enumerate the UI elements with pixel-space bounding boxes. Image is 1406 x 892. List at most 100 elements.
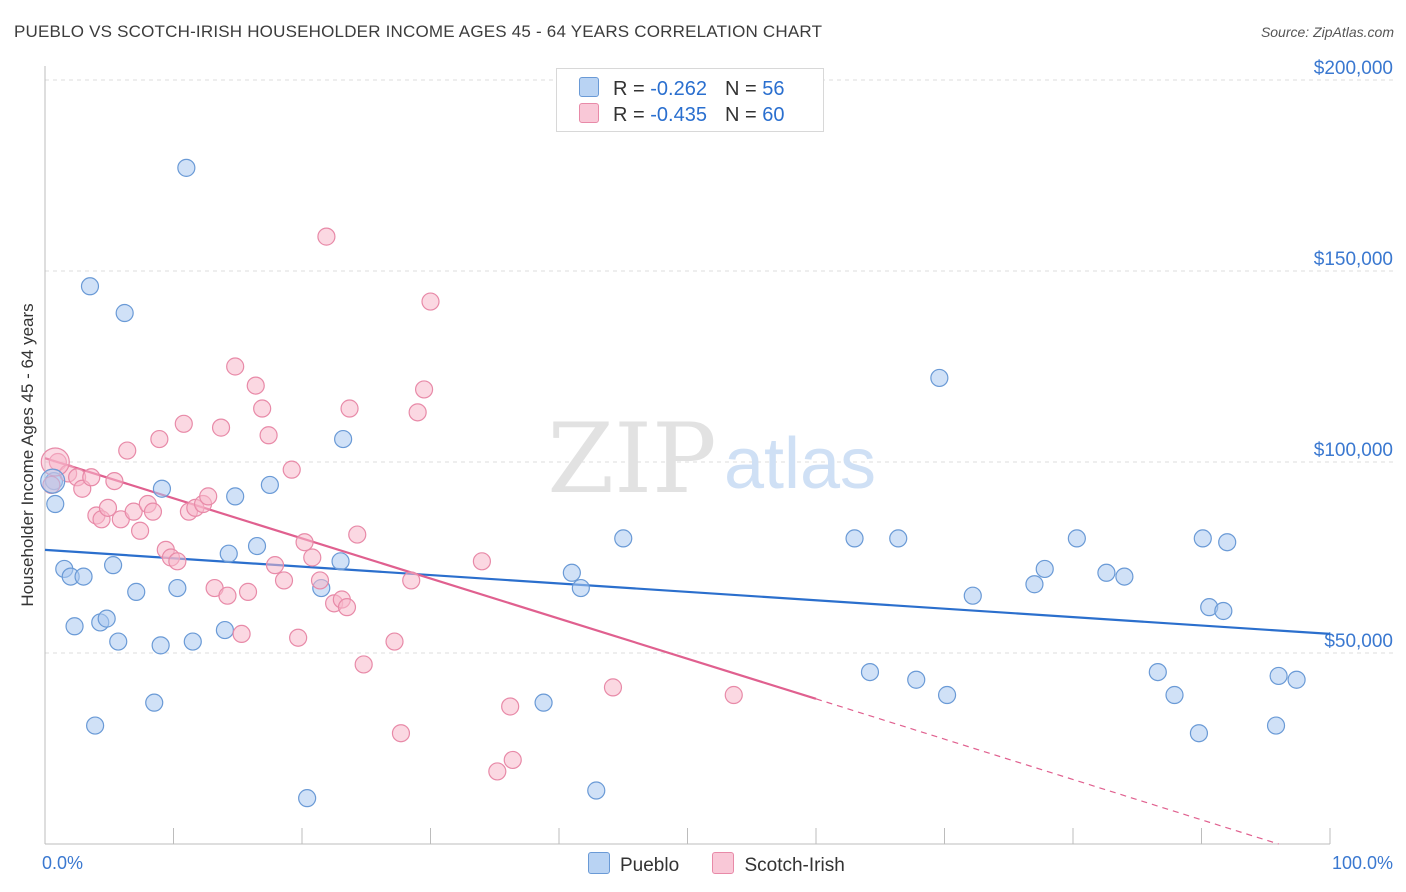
legend-row-scotch: R = -0.435 N = 60	[579, 103, 784, 127]
scotch-trend-extension	[815, 698, 1279, 845]
pueblo-point	[104, 556, 123, 575]
pueblo-point	[889, 529, 908, 548]
scotch-point	[385, 632, 404, 651]
scotch-point	[168, 552, 187, 571]
pueblo-point	[845, 529, 864, 548]
stats-legend: R = -0.262 N = 56 R = -0.435 N = 60	[556, 68, 824, 132]
scotch-point	[118, 441, 137, 460]
scotch-point	[130, 521, 150, 540]
legend-row-pueblo: R = -0.262 N = 56	[579, 77, 784, 101]
pueblo-point	[587, 781, 606, 800]
pueblo-trend-line	[44, 548, 1331, 635]
pueblo-point	[334, 429, 353, 449]
pueblo-point	[97, 609, 116, 628]
scotch-legend-swatch	[712, 852, 735, 874]
pueblo-point	[331, 552, 350, 571]
scotch-point	[98, 498, 118, 517]
data-points	[40, 158, 1306, 808]
scotch-point	[472, 552, 491, 571]
chart-title: PUEBLO VS SCOTCH-IRISH HOUSEHOLDER INCOM…	[14, 22, 823, 41]
pueblo-point	[145, 693, 164, 712]
scotch-point	[303, 548, 322, 567]
pueblo-point	[930, 368, 949, 388]
pueblo-legend-label: Pueblo	[620, 855, 680, 876]
pueblo-point	[1097, 563, 1116, 582]
pueblo-point	[571, 578, 590, 598]
scotch-point	[317, 227, 336, 246]
pueblo-n-label: N =	[724, 78, 763, 100]
pueblo-point	[226, 487, 245, 506]
y-tick-label: $200,000	[1314, 58, 1393, 79]
scotch-point	[348, 525, 367, 544]
scotch-point	[253, 399, 272, 418]
scotch-point	[105, 472, 124, 491]
pueblo-point	[298, 789, 317, 808]
watermark: ZIP atlas	[547, 403, 876, 515]
pueblo-point	[80, 277, 100, 296]
pueblo-point	[247, 536, 267, 556]
scotch-point	[289, 628, 308, 647]
series-legend: Pueblo Scotch-Irish	[588, 852, 873, 877]
scotch-point	[246, 376, 265, 395]
x-tick-label: 100.0%	[1332, 853, 1393, 873]
pueblo-point	[1287, 670, 1306, 689]
axes: $50,000 $100,000 $150,000 $200,000 0.0% 100.0…	[42, 58, 1393, 873]
grid-lines	[45, 79, 1395, 654]
scotch-point	[238, 582, 258, 601]
scotch-point	[295, 533, 314, 552]
scotch-point	[274, 571, 294, 590]
watermark-atlas: atlas	[724, 424, 876, 504]
pueblo-point	[937, 685, 957, 705]
pueblo-point	[168, 578, 187, 598]
pueblo-point	[1266, 716, 1286, 735]
scotch-point	[503, 750, 522, 770]
scotch-point	[488, 762, 507, 781]
pueblo-point	[1269, 666, 1288, 686]
pueblo-n-value: 56	[762, 78, 785, 100]
source-label: Source: ZipAtlas.com	[1260, 24, 1394, 40]
scotch-point	[211, 418, 231, 437]
scotch-point	[354, 655, 373, 674]
scotch-point	[82, 468, 101, 487]
scotch-point	[218, 586, 237, 605]
scotch-point	[265, 556, 285, 575]
x-tick-label: 0.0%	[42, 853, 83, 873]
watermark-zip: ZIP	[547, 403, 716, 515]
scotch-n-label: N =	[724, 104, 763, 126]
scotch-point	[199, 487, 218, 506]
scotch-point	[232, 624, 251, 644]
y-axis-label: Householder Income Ages 45 - 64 years	[18, 303, 37, 606]
legend-item-pueblo: Pueblo	[588, 852, 679, 877]
pueblo-legend-swatch	[588, 852, 610, 874]
pueblo-point	[65, 617, 84, 636]
pueblo-point	[562, 563, 581, 582]
y-tick-label: $100,000	[1314, 440, 1393, 461]
pueblo-point	[219, 544, 238, 563]
pueblo-point	[260, 475, 279, 495]
pueblo-point	[215, 620, 234, 640]
pueblo-point	[1193, 529, 1212, 548]
scotch-swatch	[579, 103, 599, 123]
scotch-point	[337, 598, 357, 617]
pueblo-point	[177, 158, 196, 177]
scotch-point	[282, 460, 301, 479]
y-tick-label: $50,000	[1324, 631, 1393, 652]
pueblo-point	[1025, 575, 1044, 594]
scotch-n-value: 60	[762, 104, 785, 126]
pueblo-r-label: R =	[613, 78, 651, 100]
pueblo-point	[74, 567, 93, 586]
scotch-point	[143, 502, 163, 521]
legend-item-scotch: Scotch-Irish	[712, 852, 845, 877]
scotch-point	[391, 724, 411, 743]
scotch-point	[603, 678, 623, 697]
pueblo-point	[152, 479, 172, 498]
pueblo-point	[1214, 601, 1233, 621]
pueblo-point	[109, 632, 128, 651]
scotch-point	[408, 403, 427, 422]
pueblo-point	[1189, 724, 1209, 743]
scotch-point	[724, 685, 743, 705]
pueblo-swatch	[579, 77, 599, 97]
pueblo-point	[86, 716, 105, 735]
scotch-point	[501, 697, 520, 716]
